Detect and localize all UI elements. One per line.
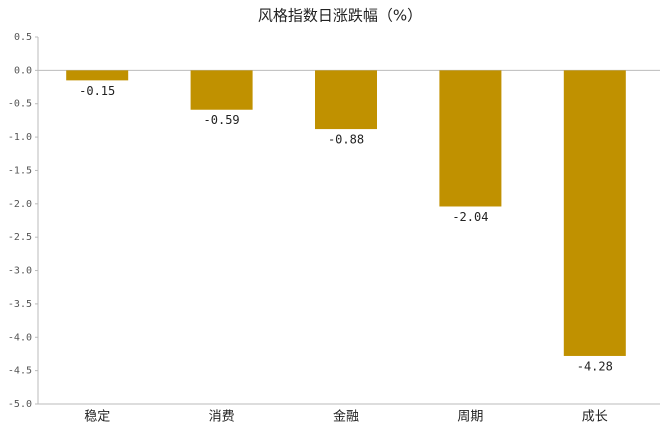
bar — [439, 70, 502, 207]
y-tick-label: 0.5 — [14, 32, 32, 43]
value-label: -0.15 — [79, 84, 115, 98]
y-tick-label: -3.5 — [8, 299, 32, 310]
value-label: -0.59 — [204, 113, 240, 127]
y-tick-label: -0.5 — [8, 99, 32, 110]
y-tick-label: -4.5 — [8, 366, 32, 377]
bar — [66, 70, 129, 81]
y-tick-label: -4.0 — [8, 332, 32, 343]
value-label: -2.04 — [452, 210, 488, 224]
x-tick-label: 成长 — [582, 410, 608, 425]
value-label: -4.28 — [577, 359, 613, 373]
y-tick-label: 0.0 — [14, 65, 32, 76]
y-tick-label: -2.5 — [8, 232, 32, 243]
x-tick-label: 消费 — [209, 410, 235, 425]
value-label: -0.88 — [328, 133, 364, 147]
bar — [190, 70, 253, 110]
y-tick-label: -1.0 — [8, 132, 32, 143]
y-tick-label: -2.0 — [8, 199, 32, 210]
y-tick-label: -5.0 — [8, 399, 32, 410]
y-tick-label: -3.0 — [8, 266, 32, 277]
bar — [563, 70, 626, 356]
x-tick-label: 稳定 — [84, 409, 110, 425]
chart-title: 风格指数日涨跌幅（%） — [258, 7, 422, 25]
bar — [315, 70, 377, 130]
y-tick-label: -1.5 — [8, 165, 32, 176]
x-tick-label: 金融 — [333, 409, 359, 425]
x-tick-label: 周期 — [457, 410, 483, 425]
